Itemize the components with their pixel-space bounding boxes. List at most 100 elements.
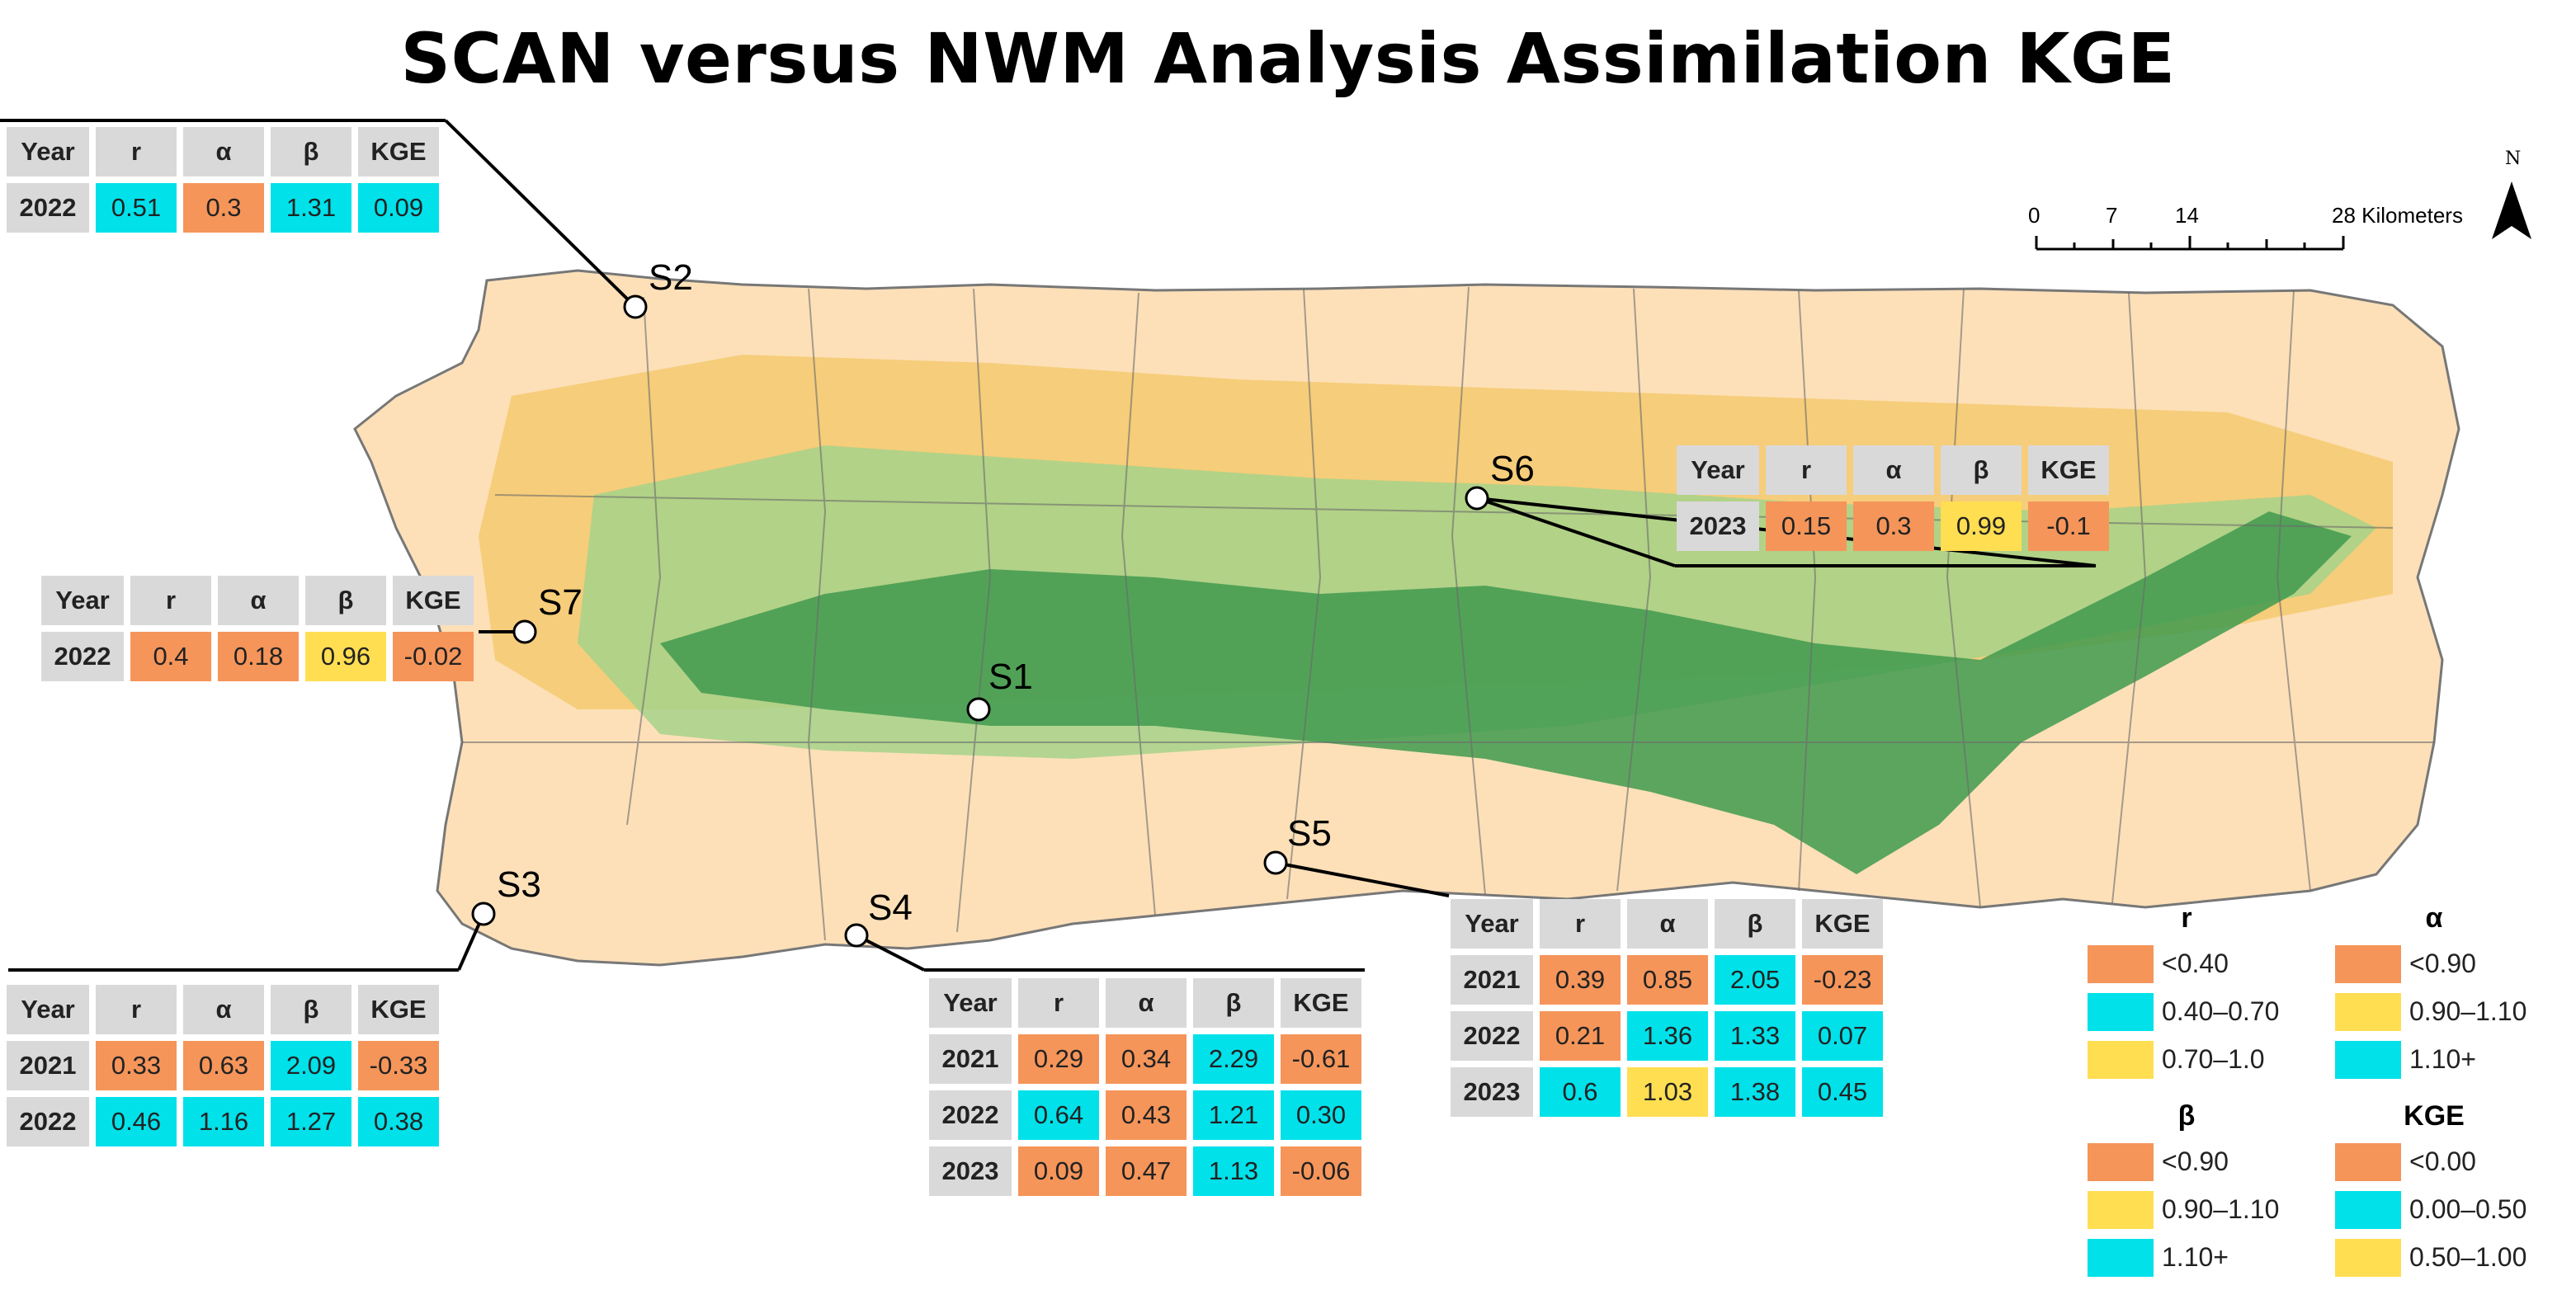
site-table-s2: Year r α β KGE 2022 0.51 0.3 1.31 0.09 xyxy=(0,120,446,239)
scale-tick-0: 0 xyxy=(2028,203,2041,228)
legend-label-r: 0.40–0.70 xyxy=(2162,996,2280,1026)
header-r: r xyxy=(1766,445,1847,495)
header-year: Year xyxy=(41,576,124,625)
legend-label-r: <0.40 xyxy=(2162,949,2229,978)
legend-label-alpha: 1.10+ xyxy=(2409,1044,2476,1074)
year-cell: 2022 xyxy=(1451,1011,1533,1061)
site-marker-s5 xyxy=(1263,850,1288,875)
header-year: Year xyxy=(929,978,1012,1028)
legend-title-kge: KGE xyxy=(2404,1100,2465,1132)
kge-cell: -0.61 xyxy=(1281,1034,1361,1084)
header-kge: KGE xyxy=(358,985,439,1034)
table-row: 2022 0.46 1.16 1.27 0.38 xyxy=(7,1097,439,1146)
site-table-s7: Year r α β KGE 2022 0.4 0.18 0.96 -0.02 xyxy=(35,569,480,688)
header-kge: KGE xyxy=(1802,899,1883,949)
site-label-s3: S3 xyxy=(497,864,541,905)
alpha-cell: 0.18 xyxy=(218,632,299,681)
kge-cell: -0.06 xyxy=(1281,1146,1361,1196)
table-row: 2022 0.4 0.18 0.96 -0.02 xyxy=(41,632,474,681)
site-label-s7: S7 xyxy=(538,582,583,623)
header-r: r xyxy=(1540,899,1621,949)
kge-cell: -0.23 xyxy=(1802,955,1883,1005)
header-beta: β xyxy=(1941,445,2022,495)
header-alpha: α xyxy=(183,985,264,1034)
legend-swatch-beta xyxy=(2088,1143,2154,1181)
year-cell: 2023 xyxy=(1451,1067,1533,1117)
r-cell: 0.64 xyxy=(1018,1090,1099,1140)
north-label: N xyxy=(2505,148,2522,169)
header-year: Year xyxy=(7,985,89,1034)
r-cell: 0.09 xyxy=(1018,1146,1099,1196)
legend-title-alpha: α xyxy=(2425,902,2443,934)
scale-bar xyxy=(2035,236,2345,251)
site-marker-s2 xyxy=(623,294,648,319)
year-cell: 2023 xyxy=(929,1146,1012,1196)
header-kge: KGE xyxy=(358,127,439,177)
header-beta: β xyxy=(1193,978,1274,1028)
alpha-cell: 0.43 xyxy=(1106,1090,1187,1140)
beta-cell: 1.27 xyxy=(271,1097,351,1146)
site-table-s6: Year r α β KGE 2023 0.15 0.3 0.99 -0.1 xyxy=(1670,439,2116,558)
legend-label-alpha: 0.90–1.10 xyxy=(2409,996,2527,1026)
r-cell: 0.33 xyxy=(96,1041,177,1090)
site-label-s5: S5 xyxy=(1287,813,1332,854)
header-r: r xyxy=(130,576,211,625)
beta-cell: 2.29 xyxy=(1193,1034,1274,1084)
header-kge: KGE xyxy=(393,576,474,625)
r-cell: 0.4 xyxy=(130,632,211,681)
header-alpha: α xyxy=(183,127,264,177)
kge-cell: 0.09 xyxy=(358,183,439,233)
site-marker-s1 xyxy=(966,697,991,722)
header-alpha: α xyxy=(1853,445,1934,495)
alpha-cell: 0.63 xyxy=(183,1041,264,1090)
kge-cell: 0.38 xyxy=(358,1097,439,1146)
site-label-s4: S4 xyxy=(868,887,913,928)
site-marker-s3 xyxy=(471,902,496,926)
legend-label-beta: <0.90 xyxy=(2162,1146,2229,1176)
site-table-s4: Year r α β KGE 2021 0.29 0.34 2.29 -0.61 2022 0.64 0… xyxy=(922,972,1368,1203)
legend: r <0.40 0.40–0.70 0.70–1.0 α <0.90 0.90–1.10 1.… xyxy=(2071,899,2566,1278)
header-year: Year xyxy=(1677,445,1759,495)
table-row: 2021 0.33 0.63 2.09 -0.33 xyxy=(7,1041,439,1090)
kge-cell: 0.30 xyxy=(1281,1090,1361,1140)
legend-label-kge: 0.50–1.00 xyxy=(2409,1242,2527,1272)
header-beta: β xyxy=(1715,899,1795,949)
header-kge: KGE xyxy=(1281,978,1361,1028)
kge-cell: 0.07 xyxy=(1802,1011,1883,1061)
legend-swatch-kge xyxy=(2335,1239,2401,1277)
site-table-s5: Year r α β KGE 2021 0.39 0.85 2.05 -0.23 2022 0.21 1… xyxy=(1444,892,1890,1123)
header-year: Year xyxy=(1451,899,1533,949)
legend-label-kge: <0.00 xyxy=(2409,1146,2476,1176)
scale-tick-28: 28 Kilometers xyxy=(2332,203,2463,228)
alpha-cell: 1.36 xyxy=(1627,1011,1708,1061)
year-cell: 2021 xyxy=(7,1041,89,1090)
site-marker-s4 xyxy=(844,923,869,948)
page-title: SCAN versus NWM Analysis Assimilation KG… xyxy=(400,18,2176,99)
table-row: 2023 0.09 0.47 1.13 -0.06 xyxy=(929,1146,1361,1196)
year-cell: 2022 xyxy=(7,183,89,233)
header-r: r xyxy=(1018,978,1099,1028)
header-alpha: α xyxy=(1627,899,1708,949)
header-alpha: α xyxy=(218,576,299,625)
legend-swatch-r xyxy=(2088,993,2154,1031)
legend-label-beta: 1.10+ xyxy=(2162,1242,2229,1272)
r-cell: 0.21 xyxy=(1540,1011,1621,1061)
r-cell: 0.29 xyxy=(1018,1034,1099,1084)
table-row: 2021 0.29 0.34 2.29 -0.61 xyxy=(929,1034,1361,1084)
alpha-cell: 0.3 xyxy=(1853,501,1934,551)
r-cell: 0.6 xyxy=(1540,1067,1621,1117)
legend-label-kge: 0.00–0.50 xyxy=(2409,1194,2527,1224)
r-cell: 0.15 xyxy=(1766,501,1847,551)
header-beta: β xyxy=(305,576,386,625)
legend-swatch-r xyxy=(2088,1041,2154,1079)
year-cell: 2021 xyxy=(929,1034,1012,1084)
alpha-cell: 1.03 xyxy=(1627,1067,1708,1117)
table-row: 2023 0.6 1.03 1.38 0.45 xyxy=(1451,1067,1883,1117)
table-row: 2022 0.21 1.36 1.33 0.07 xyxy=(1451,1011,1883,1061)
beta-cell: 1.21 xyxy=(1193,1090,1274,1140)
north-arrow-icon xyxy=(2492,181,2531,239)
scale-tick-7: 7 xyxy=(2106,203,2118,228)
beta-cell: 0.96 xyxy=(305,632,386,681)
header-kge: KGE xyxy=(2028,445,2109,495)
legend-swatch-r xyxy=(2088,945,2154,983)
